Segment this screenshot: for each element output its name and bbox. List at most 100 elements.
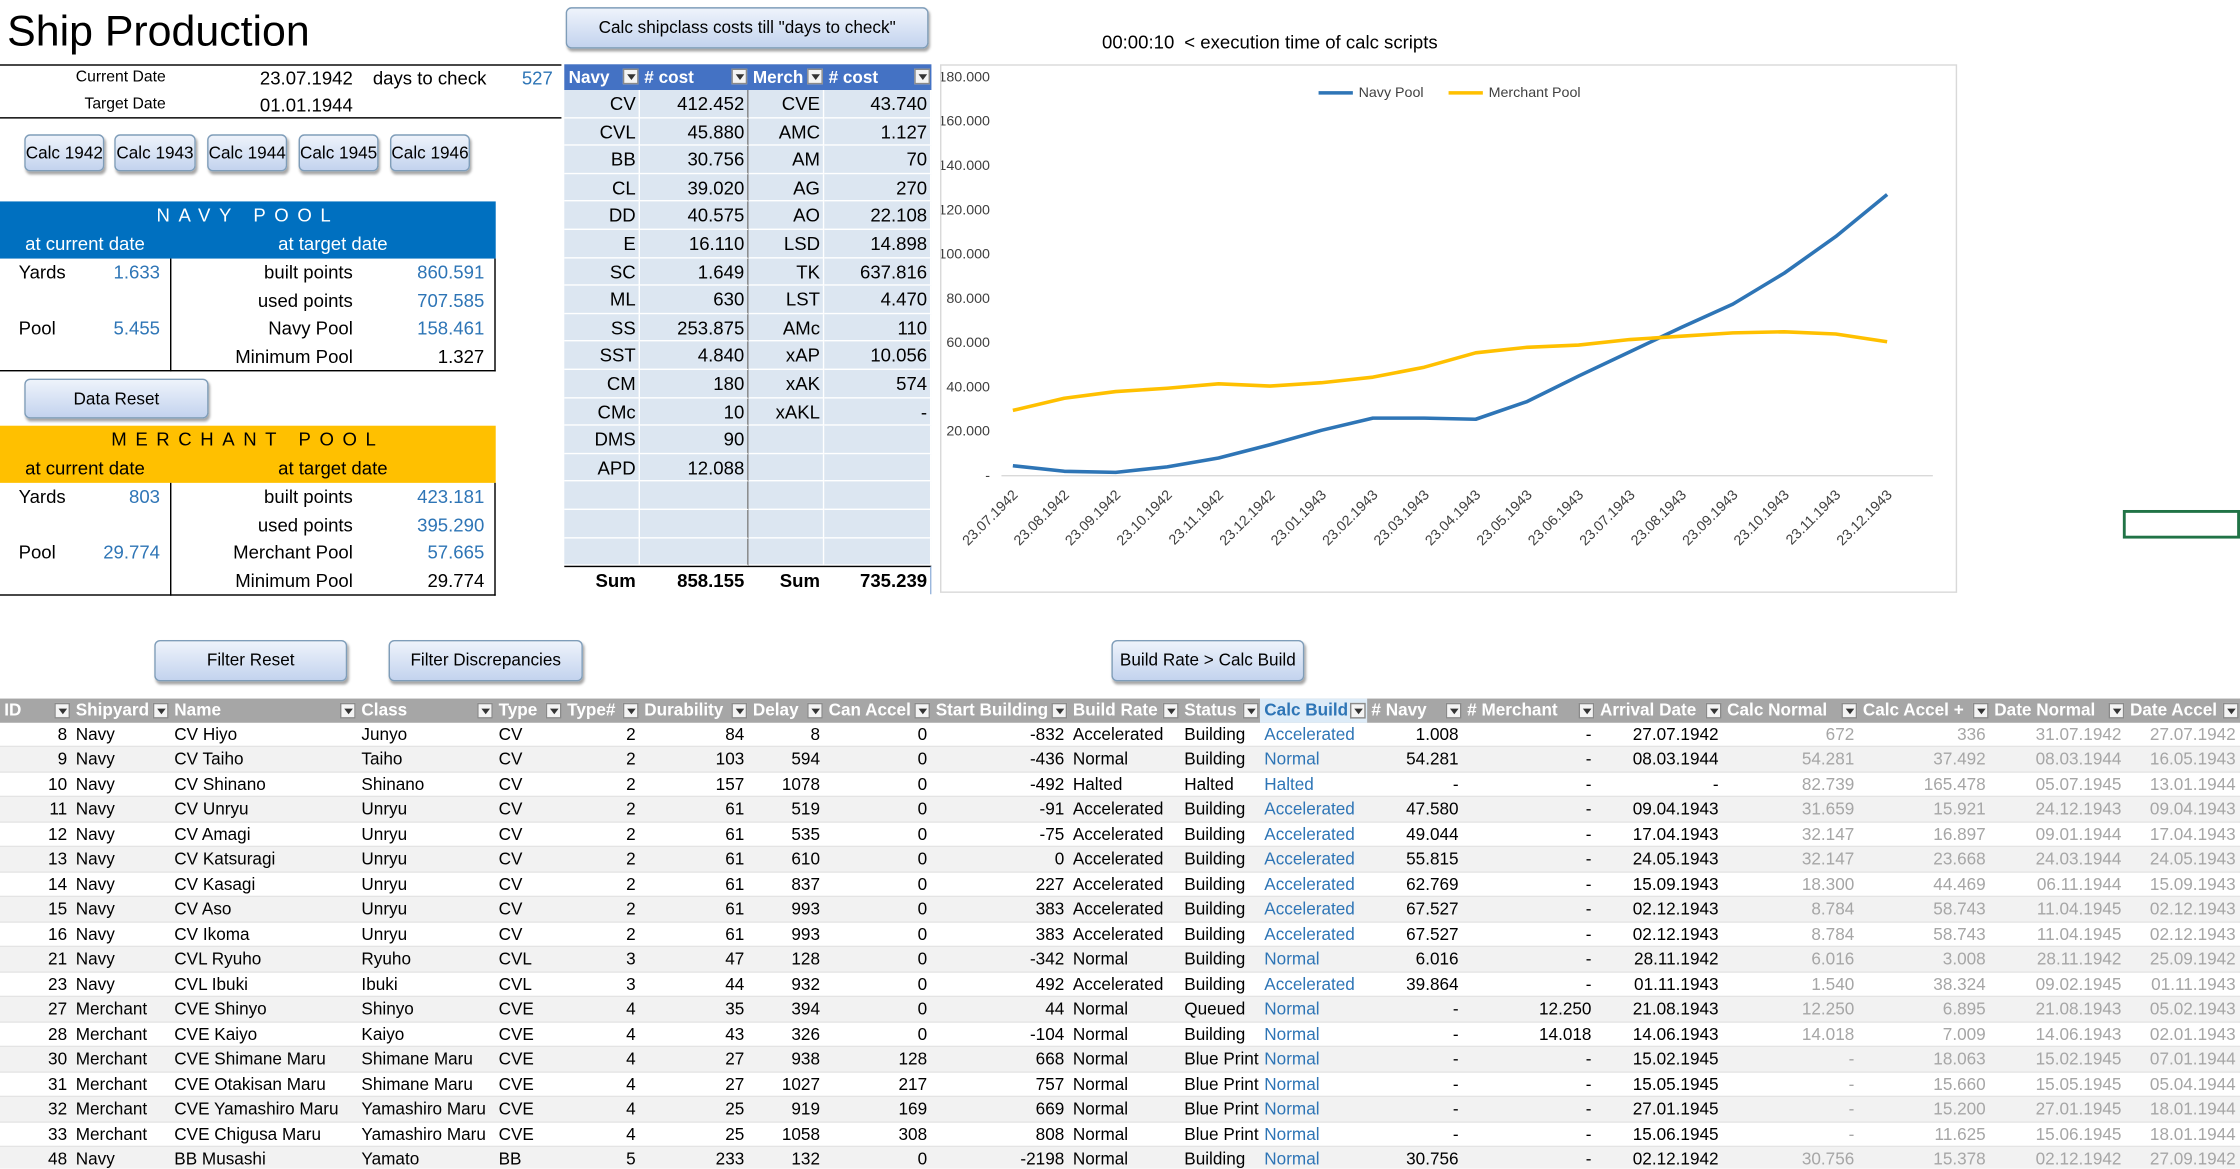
table-cell: 08.03.1944	[1632, 749, 1719, 770]
filter-button[interactable]	[807, 68, 823, 85]
table-cell: Unryu	[361, 923, 408, 944]
table-row	[0, 1122, 2240, 1148]
filter-button[interactable]	[1841, 702, 1858, 719]
table-cell: CVE Yamashiro Maru	[174, 1098, 339, 1119]
row-label: used points	[257, 513, 353, 536]
table-cell: 16.05.1943	[2149, 749, 2236, 770]
row-value: 803	[128, 485, 160, 508]
table-cell: 48	[48, 1148, 68, 1169]
table-cell: 2	[626, 849, 636, 870]
filter-button[interactable]	[152, 702, 169, 719]
table-cell: CV Shinano	[174, 774, 266, 795]
table-cell: 49.044	[1406, 824, 1459, 845]
column-header: Can Accel	[828, 699, 911, 720]
table-cell: 15.05.1945	[2035, 1073, 2122, 1094]
cost-cell	[824, 425, 932, 454]
row-value: 423.181	[417, 485, 485, 508]
cost-cell	[639, 509, 749, 538]
table-cell: Normal	[1072, 1048, 1129, 1069]
table-cell: -	[1585, 824, 1592, 845]
table-cell: 103	[715, 749, 745, 770]
table-cell: Yamashiro Maru	[361, 1098, 486, 1119]
button[interactable]: Filter Discrepancies	[388, 639, 583, 682]
cost-cell	[564, 341, 640, 370]
filter-button[interactable]	[807, 702, 823, 719]
cost-header: Navy	[568, 67, 610, 88]
filter-button[interactable]	[1349, 702, 1366, 719]
cost-cell-text: 574	[896, 372, 928, 395]
table-cell: 993	[791, 898, 820, 919]
table-row	[0, 997, 2240, 1023]
table-cell: Accelerated	[1264, 874, 1355, 895]
filter-button[interactable]	[2222, 702, 2239, 719]
table-cell: 492	[1035, 973, 1065, 994]
button[interactable]: Build Rate > Calc Build	[1111, 639, 1305, 682]
button[interactable]: Filter Reset	[154, 639, 348, 682]
table-cell: CVE	[498, 1073, 534, 1094]
table-cell: 0	[917, 1148, 928, 1169]
table-cell: CV Kasagi	[174, 874, 256, 895]
table-cell: -	[1585, 923, 1592, 944]
table-cell: Normal	[1072, 998, 1129, 1019]
filter-button[interactable]	[2108, 702, 2125, 719]
cost-cell-text: 30.756	[687, 148, 745, 171]
table-cell: Building	[1184, 849, 1246, 870]
cost-cell	[824, 509, 932, 538]
filter-button[interactable]	[731, 702, 748, 719]
filter-button[interactable]	[1162, 702, 1179, 719]
table-cell: Shimane Maru	[361, 1073, 473, 1094]
table-cell: Accelerated	[1072, 849, 1164, 870]
filter-button[interactable]	[54, 702, 70, 719]
cost-cell	[748, 89, 825, 118]
filter-button[interactable]	[914, 68, 930, 85]
table-cell: 33	[48, 1123, 68, 1144]
table-cell: Building	[1184, 799, 1246, 820]
table-cell: 13	[48, 849, 68, 870]
filter-button[interactable]	[1445, 702, 1462, 719]
filter-button[interactable]	[1242, 702, 1259, 719]
table-cell: Building	[1184, 948, 1246, 969]
cost-cell-text: ML	[609, 288, 636, 311]
button[interactable]: Calc 1945	[298, 134, 379, 172]
filter-button[interactable]	[545, 702, 562, 719]
table-cell: -	[1452, 1073, 1459, 1094]
table-cell: -	[1585, 749, 1592, 770]
date-frame	[0, 64, 562, 119]
filter-button[interactable]	[1705, 702, 1722, 719]
table-cell: 14.018	[1538, 1023, 1592, 1044]
filter-button[interactable]	[1972, 702, 1989, 719]
filter-button[interactable]	[622, 702, 639, 719]
cost-cell-text: 10	[723, 400, 745, 423]
table-cell: 4	[626, 998, 636, 1019]
table-cell: 12	[48, 824, 68, 845]
table-cell: 27	[725, 1073, 745, 1094]
table-cell: 58.743	[1933, 923, 1986, 944]
button[interactable]: Calc 1944	[207, 134, 288, 172]
filter-button[interactable]	[731, 68, 748, 85]
button[interactable]: Data Reset	[24, 378, 209, 419]
pool-sub: at current date	[25, 457, 145, 479]
button[interactable]: Calc shipclass costs till "days to check…	[565, 7, 929, 49]
filter-button[interactable]	[914, 702, 930, 719]
button[interactable]: Calc 1943	[114, 134, 196, 172]
row-label: built points	[264, 261, 353, 283]
filter-button[interactable]	[477, 702, 493, 719]
table-cell: CV Unryu	[174, 799, 249, 820]
cost-cell-text: 4.840	[697, 344, 745, 367]
filter-button[interactable]	[1051, 702, 1068, 719]
table-cell: CV	[498, 824, 523, 845]
filter-button[interactable]	[339, 702, 356, 719]
table-cell: 594	[791, 749, 820, 770]
table-cell: Navy	[75, 948, 115, 969]
pool-frame	[0, 482, 496, 596]
table-cell: 02.12.1943	[1632, 898, 1719, 919]
filter-button[interactable]	[622, 68, 639, 85]
button[interactable]: Calc 1946	[389, 134, 470, 172]
cost-cell	[564, 89, 640, 118]
table-cell: 610	[791, 849, 820, 870]
table-cell: 0	[917, 849, 928, 870]
button[interactable]: Calc 1942	[24, 134, 105, 172]
filter-button[interactable]	[1578, 702, 1595, 719]
cost-cell	[564, 117, 640, 146]
table-cell: CVE Kaiyo	[174, 1023, 258, 1044]
